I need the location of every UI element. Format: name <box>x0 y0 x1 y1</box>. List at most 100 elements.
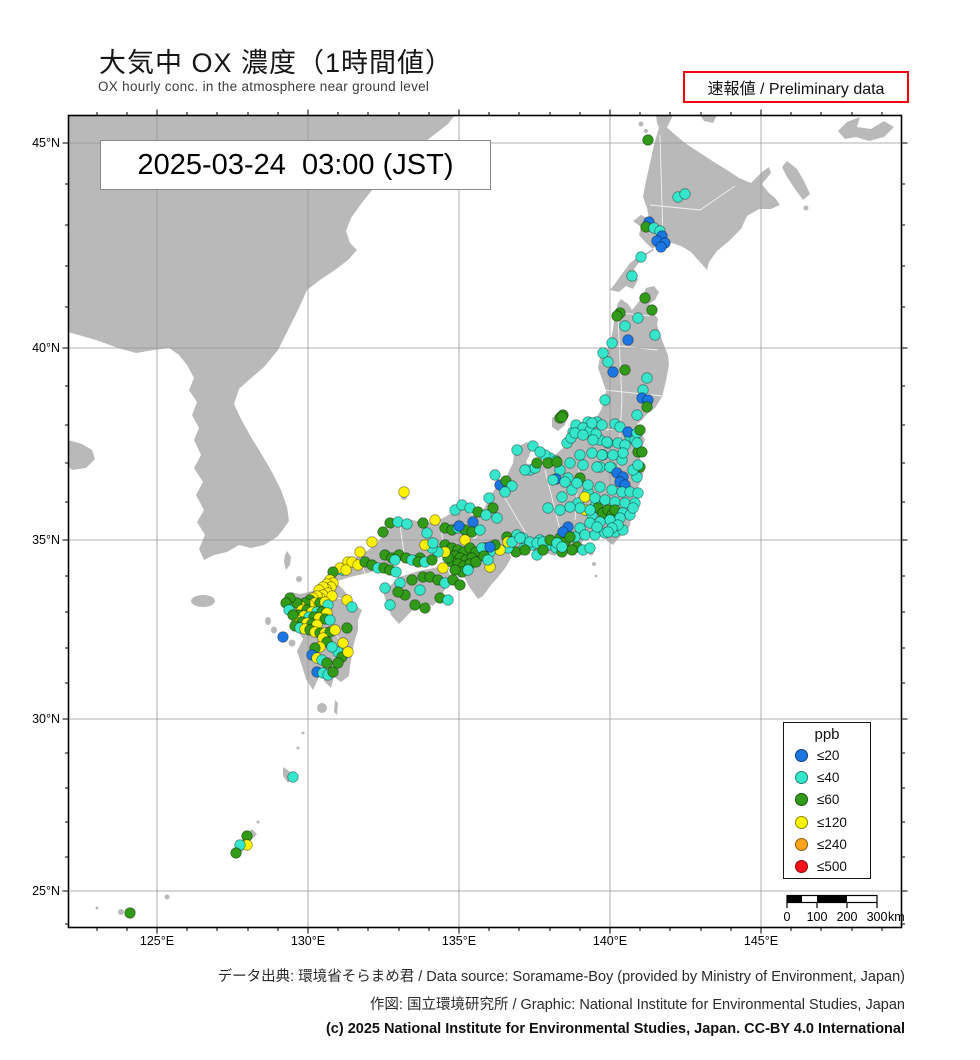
footer-data-source: データ出典: 環境省そらまめ君 / Data source: Soramame-… <box>217 969 905 985</box>
station-dot <box>574 502 586 514</box>
station-dot <box>483 492 495 504</box>
station-dot <box>627 502 639 514</box>
station-dot <box>462 564 474 576</box>
station-dot <box>406 574 418 586</box>
station-dot <box>389 554 401 566</box>
station-dot <box>398 486 410 498</box>
station-dot <box>124 907 136 919</box>
station-dot <box>606 337 618 349</box>
station-dot <box>587 434 599 446</box>
x-axis-label: 145°E <box>743 934 779 948</box>
station-dot <box>346 601 358 613</box>
station-dot <box>635 251 647 263</box>
scale-label-300: 300 <box>866 910 888 924</box>
station-dot <box>459 534 471 546</box>
station-dot <box>641 401 653 413</box>
y-axis-label: 35°N <box>32 533 60 547</box>
station-dot <box>571 477 583 489</box>
x-axis-label: 140°E <box>592 934 628 948</box>
y-axis-label: 40°N <box>32 341 60 355</box>
y-axis-label: 30°N <box>32 712 60 726</box>
station-dot <box>589 492 601 504</box>
station-dot <box>474 524 486 536</box>
station-dot <box>617 447 629 459</box>
station-dot <box>556 541 568 553</box>
station-dot <box>599 394 611 406</box>
station-dot <box>556 491 568 503</box>
legend-dot-orange <box>795 837 808 851</box>
station-dot <box>584 542 596 554</box>
station-dot <box>554 504 566 516</box>
station-dot <box>499 486 511 498</box>
station-dot <box>454 579 466 591</box>
station-dot <box>566 544 578 556</box>
station-dot <box>384 599 396 611</box>
station-dot <box>340 564 352 576</box>
station-dot <box>577 459 589 471</box>
station-dot <box>489 469 501 481</box>
station-dot <box>607 366 619 378</box>
station-dot <box>602 356 614 368</box>
station-dot <box>427 537 439 549</box>
station-dot <box>419 602 431 614</box>
x-axis-label: 130°E <box>290 934 326 948</box>
legend: ppb ≤20 ≤40 ≤60 ≤120 ≤240 ≤500 <box>783 722 871 879</box>
station-dot <box>392 586 404 598</box>
station-dot <box>327 666 339 678</box>
station-dot <box>579 529 591 541</box>
legend-dot-red <box>795 860 808 874</box>
legend-dot-blue <box>795 748 808 762</box>
station-dot <box>639 292 651 304</box>
station-dot <box>519 544 531 556</box>
legend-dot-yellow <box>795 815 808 829</box>
station-dot <box>607 449 619 461</box>
page-title: 大気中 OX 濃度（1時間値） <box>99 48 454 78</box>
axis-ticks <box>62 109 908 934</box>
legend-item: ≤120 <box>784 811 870 833</box>
x-axis-label: 135°E <box>441 934 477 948</box>
station-dot <box>574 449 586 461</box>
legend-item: ≤500 <box>784 855 870 877</box>
station-dot <box>577 429 589 441</box>
station-dot <box>354 546 366 558</box>
station-dot <box>442 594 454 606</box>
station-dot <box>547 474 559 486</box>
station-dot <box>642 134 654 146</box>
station-dot <box>564 457 576 469</box>
station-dot <box>329 624 341 636</box>
station-dot <box>602 526 614 538</box>
station-dot <box>421 527 433 539</box>
station-dot <box>619 320 631 332</box>
station-dot <box>655 241 667 253</box>
station-dot <box>631 409 643 421</box>
legend-title: ppb <box>814 726 840 743</box>
station-dot <box>597 347 609 359</box>
scale-label-0: 0 <box>783 910 791 924</box>
y-axis-label: 25°N <box>32 884 60 898</box>
station-dot <box>506 480 518 492</box>
station-dot <box>287 609 299 621</box>
station-dot <box>487 502 499 514</box>
station-dot <box>591 461 603 473</box>
legend-dot-cyan <box>795 770 808 784</box>
legend-item: ≤60 <box>784 789 870 811</box>
legend-item: ≤40 <box>784 766 870 788</box>
station-dots-layer <box>124 134 691 919</box>
station-dot <box>537 544 549 556</box>
station-dot <box>326 590 338 602</box>
scale-unit: km <box>888 910 905 924</box>
station-dot <box>491 512 503 524</box>
station-dot <box>614 421 626 433</box>
scale-bar: 0 100 200 300 km <box>780 894 915 930</box>
legend-item: ≤20 <box>784 744 870 766</box>
station-dot <box>636 446 648 458</box>
station-dot <box>579 491 591 503</box>
station-dot <box>631 437 643 449</box>
station-dot <box>649 329 661 341</box>
station-dot <box>514 532 526 544</box>
station-dot <box>321 657 333 669</box>
station-dot <box>559 476 571 488</box>
footer-copyright: (c) 2025 National Institute for Environm… <box>325 1021 905 1037</box>
